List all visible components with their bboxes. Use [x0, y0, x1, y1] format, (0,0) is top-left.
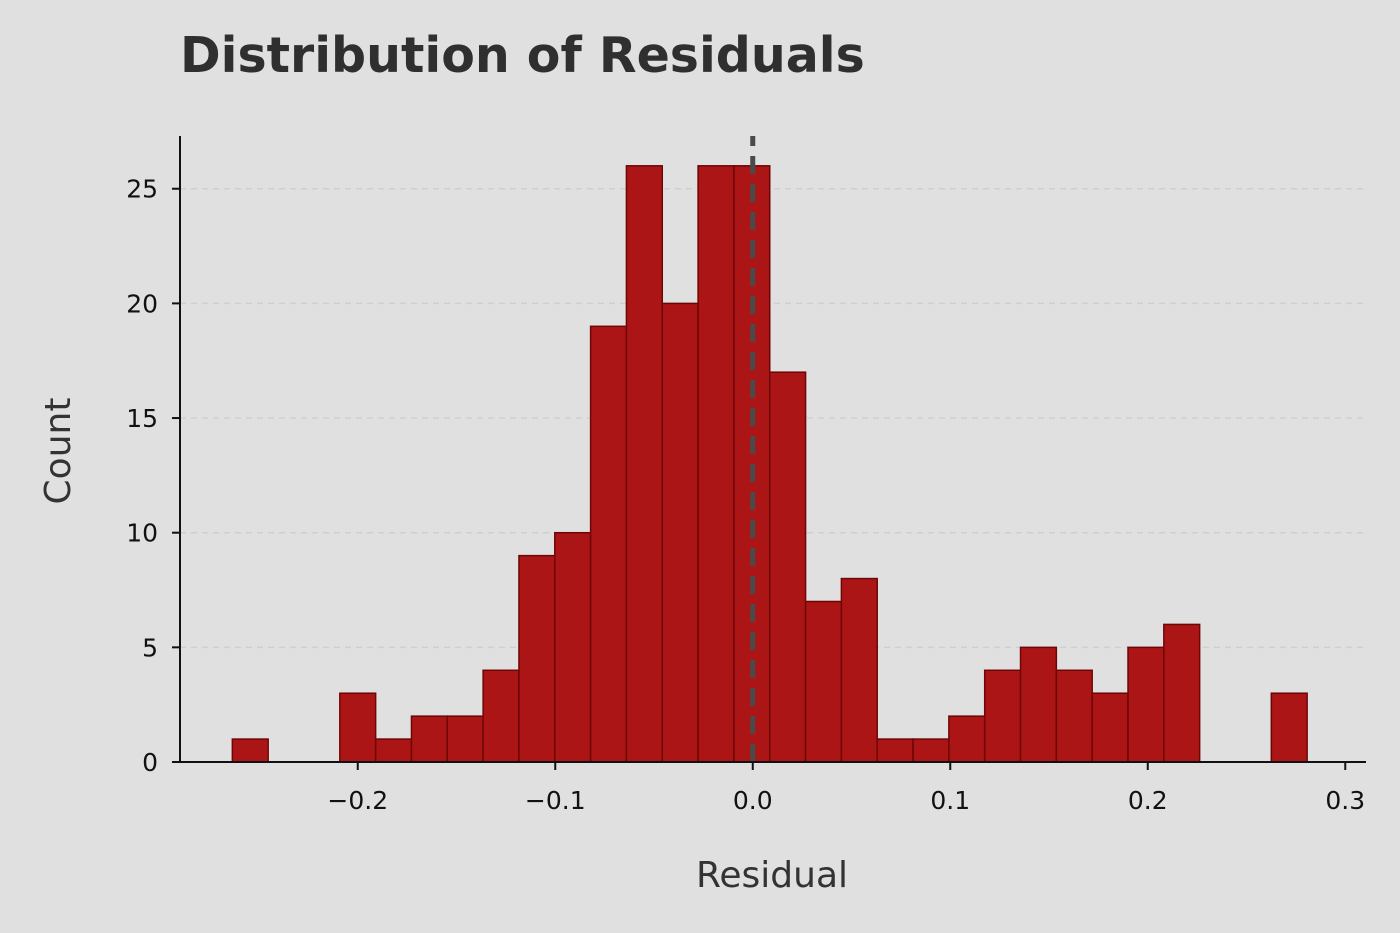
axes — [179, 136, 1366, 763]
histogram-bar — [912, 738, 950, 763]
x-tick-label: −0.2 — [327, 786, 388, 815]
histogram-bar — [697, 165, 735, 763]
x-tick-label: 0.3 — [1325, 786, 1365, 815]
x-tick-label: −0.1 — [525, 786, 586, 815]
x-tick-label: 0.1 — [930, 786, 970, 815]
histogram-bar — [804, 600, 843, 763]
histogram-bar — [625, 165, 664, 763]
histogram-bar — [231, 738, 269, 763]
histogram-bar — [1091, 692, 1129, 763]
histogram-bar — [482, 669, 520, 763]
y-tick-label: 0 — [142, 748, 158, 777]
y-tick-label: 5 — [142, 633, 158, 662]
histogram-bar — [1270, 692, 1308, 763]
histogram-bar — [518, 554, 556, 763]
histogram-bar — [661, 302, 699, 763]
y-tick-label: 20 — [126, 289, 158, 318]
histogram-bar — [948, 715, 986, 763]
histogram-bar — [1055, 669, 1093, 763]
histogram-bar — [374, 738, 413, 763]
x-tick-label: 0.2 — [1128, 786, 1168, 815]
histogram-bar — [1019, 646, 1058, 763]
histogram-bar — [446, 715, 484, 763]
y-tick-label: 25 — [126, 175, 158, 204]
y-tick-label: 10 — [126, 519, 158, 548]
histogram-bar — [840, 577, 878, 763]
histogram-bar — [589, 325, 628, 763]
histogram-bar — [410, 715, 449, 763]
y-tick-label: 15 — [126, 404, 158, 433]
x-axis-label: Residual — [696, 855, 848, 896]
x-axis-ticks: −0.2 −0.1 0.0 0.1 0.2 0.3 — [327, 762, 1365, 815]
bars — [231, 165, 1308, 763]
histogram-bar — [554, 531, 592, 763]
histogram-bar — [768, 371, 807, 763]
y-axis-label: Count — [38, 398, 79, 505]
x-tick-label: 0.0 — [733, 786, 773, 815]
chart-title: Distribution of Residuals — [180, 27, 865, 84]
histogram-bar — [983, 669, 1022, 763]
histogram-bar — [1163, 623, 1201, 763]
histogram-bar — [339, 692, 377, 763]
histogram-bar — [1127, 646, 1165, 763]
y-axis-ticks: 0 5 10 15 20 25 — [126, 175, 180, 777]
histogram-bar — [876, 738, 914, 763]
